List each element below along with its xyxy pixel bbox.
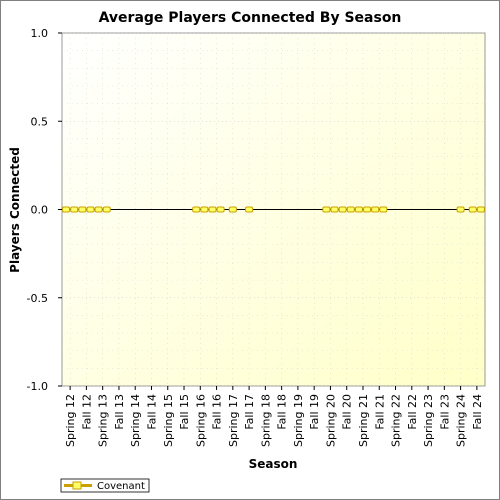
- y-tick-label: 0.0: [31, 204, 49, 217]
- x-tick-label: Fall 24: [471, 394, 484, 430]
- x-tick-label: Spring 21: [357, 394, 370, 447]
- legend-swatch-marker: [72, 481, 82, 490]
- x-tick-label: Fall 21: [373, 394, 386, 430]
- x-tick-label: Spring 20: [324, 394, 337, 447]
- x-tick-label: Fall 17: [243, 394, 256, 430]
- data-point: [102, 206, 111, 213]
- y-tick-label: 0.5: [31, 115, 49, 128]
- x-tick-label: Fall 20: [341, 394, 354, 430]
- x-tick-label: Spring 17: [227, 394, 240, 447]
- x-tick-label: Fall 12: [80, 394, 93, 430]
- legend-box: [60, 478, 150, 493]
- legend: Covenant: [60, 478, 150, 493]
- data-point: [228, 206, 237, 213]
- x-tick-label: Spring 18: [259, 394, 272, 447]
- data-point: [62, 206, 71, 213]
- data-point: [476, 206, 485, 213]
- data-point: [456, 206, 465, 213]
- legend-label-covenant: Covenant: [97, 481, 145, 492]
- data-point: [379, 206, 388, 213]
- x-axis-ticks: Spring 12 Fall 12 Spring 13 Fall 13 Spring 1…: [64, 386, 484, 447]
- data-point: [468, 206, 477, 213]
- y-axis-title: Players Connected: [8, 147, 22, 273]
- x-tick-label: Spring 24: [455, 394, 468, 447]
- x-tick-label: Fall 15: [178, 394, 191, 430]
- x-tick-label: Spring 12: [64, 394, 77, 447]
- data-point: [208, 206, 217, 213]
- series-covenant: [62, 206, 485, 213]
- data-point: [330, 206, 339, 213]
- x-tick-label: Fall 23: [438, 394, 451, 430]
- data-point: [371, 206, 380, 213]
- data-point: [86, 206, 95, 213]
- data-point: [322, 206, 331, 213]
- data-point: [245, 206, 254, 213]
- x-tick-label: Spring 15: [162, 394, 175, 447]
- x-tick-label: Spring 13: [97, 394, 110, 447]
- data-point: [346, 206, 355, 213]
- x-tick-label: Spring 23: [422, 394, 435, 447]
- grid: [62, 32, 485, 387]
- x-tick-label: Spring 16: [194, 394, 207, 447]
- x-tick-label: Spring 22: [390, 394, 403, 447]
- data-point: [94, 206, 103, 213]
- x-axis-title: Season: [249, 457, 298, 471]
- x-tick-label: Fall 22: [406, 394, 419, 430]
- y-tick-label: -1.0: [27, 380, 48, 393]
- y-tick-label: -0.5: [27, 292, 48, 305]
- data-point: [70, 206, 79, 213]
- x-tick-label: Fall 16: [211, 394, 224, 430]
- x-tick-label: Spring 19: [292, 394, 305, 447]
- data-point: [354, 206, 363, 213]
- y-tick-label: 1.0: [31, 27, 49, 40]
- data-point: [216, 206, 225, 213]
- data-point: [363, 206, 372, 213]
- x-tick-label: Fall 18: [276, 394, 289, 430]
- x-tick-label: Spring 14: [129, 394, 142, 447]
- y-axis-ticks: 1.0 0.5 0.0 -0.5 -1.0: [27, 27, 62, 393]
- x-tick-label: Fall 14: [145, 394, 158, 430]
- chart-title: Average Players Connected By Season: [99, 10, 402, 26]
- data-point: [192, 206, 201, 213]
- data-point: [338, 206, 347, 213]
- x-tick-label: Fall 19: [308, 394, 321, 430]
- data-point: [78, 206, 87, 213]
- data-point: [200, 206, 209, 213]
- x-tick-label: Fall 13: [113, 394, 126, 430]
